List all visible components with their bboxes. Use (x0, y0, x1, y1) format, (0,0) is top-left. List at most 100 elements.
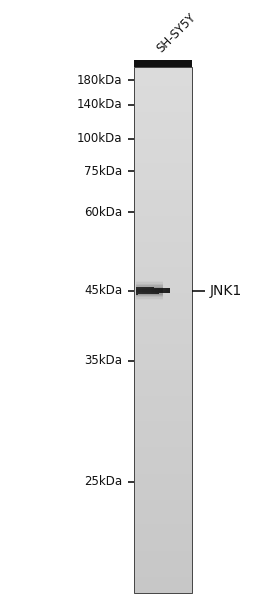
Bar (134, 527, 192, 530)
Bar (134, 161, 192, 164)
Bar (134, 91, 192, 93)
Bar (134, 550, 192, 553)
Text: SH-SY5Y: SH-SY5Y (154, 11, 198, 55)
Bar (134, 322, 192, 325)
Bar (134, 447, 192, 449)
Bar (134, 241, 192, 244)
Bar (134, 401, 192, 404)
Bar (134, 193, 192, 195)
Bar (134, 317, 192, 319)
Bar (134, 145, 192, 148)
Bar (134, 545, 192, 547)
Bar (134, 417, 192, 420)
Bar (134, 103, 192, 105)
Bar (134, 120, 192, 123)
Bar (134, 98, 192, 100)
Bar (134, 294, 192, 297)
Bar (134, 452, 192, 454)
Bar (134, 149, 192, 151)
Bar (134, 559, 192, 561)
Bar (134, 473, 192, 475)
Bar (134, 441, 192, 444)
Bar (134, 398, 192, 400)
Bar (134, 310, 192, 313)
Bar (134, 352, 192, 354)
Bar (134, 223, 192, 225)
Bar (134, 364, 192, 367)
Bar (134, 80, 192, 83)
Bar (134, 187, 192, 190)
Bar (134, 406, 192, 409)
Bar (134, 179, 192, 181)
Bar (134, 298, 192, 300)
Bar (134, 164, 192, 167)
Bar (134, 511, 192, 514)
Bar (134, 116, 192, 118)
Bar (134, 108, 192, 111)
Bar (134, 491, 192, 493)
Bar (134, 396, 192, 398)
Bar (134, 194, 192, 196)
Bar (134, 105, 192, 107)
Bar (134, 78, 192, 81)
Bar (134, 354, 192, 356)
Bar (134, 431, 192, 434)
Bar (134, 268, 192, 270)
Bar (134, 142, 192, 144)
Bar (134, 478, 192, 480)
Text: 60kDa: 60kDa (84, 206, 122, 219)
Bar (134, 219, 192, 221)
Bar (134, 292, 192, 295)
Bar (134, 88, 192, 89)
Bar (134, 227, 192, 230)
Bar (134, 578, 192, 581)
Bar (134, 410, 192, 412)
Bar (134, 257, 192, 260)
Bar (134, 342, 192, 344)
Bar (134, 333, 192, 335)
Text: 140kDa: 140kDa (77, 98, 122, 111)
Bar (134, 468, 192, 470)
Bar (134, 308, 192, 311)
Bar (134, 117, 192, 119)
Bar (134, 390, 192, 393)
Bar (134, 278, 192, 281)
Bar (134, 166, 192, 168)
Bar (134, 299, 192, 302)
Bar (134, 455, 192, 458)
Bar (134, 436, 192, 438)
Bar (134, 555, 192, 558)
Bar (134, 358, 192, 360)
Bar (134, 477, 192, 479)
Bar (134, 508, 192, 510)
Bar (134, 345, 192, 347)
Bar (134, 170, 192, 172)
Bar (134, 147, 192, 150)
Bar (134, 434, 192, 437)
Bar (134, 330, 192, 331)
Bar (134, 459, 192, 461)
Bar (134, 254, 192, 256)
Bar (134, 110, 192, 112)
Bar (134, 77, 192, 79)
Bar (134, 289, 192, 291)
Bar (134, 485, 192, 488)
Bar (134, 224, 192, 226)
Bar (134, 237, 192, 239)
Bar (134, 168, 192, 170)
Bar (134, 520, 192, 523)
Bar (134, 373, 192, 375)
Bar (134, 336, 192, 339)
Bar (134, 180, 192, 182)
Bar (134, 284, 192, 286)
Bar (134, 140, 192, 142)
Bar (134, 291, 192, 293)
Bar (134, 261, 192, 263)
Bar (134, 501, 192, 503)
Bar (134, 233, 192, 235)
Bar (134, 150, 192, 153)
Bar (134, 540, 192, 542)
Bar (134, 92, 192, 95)
Bar (134, 483, 192, 486)
Bar (134, 536, 192, 539)
